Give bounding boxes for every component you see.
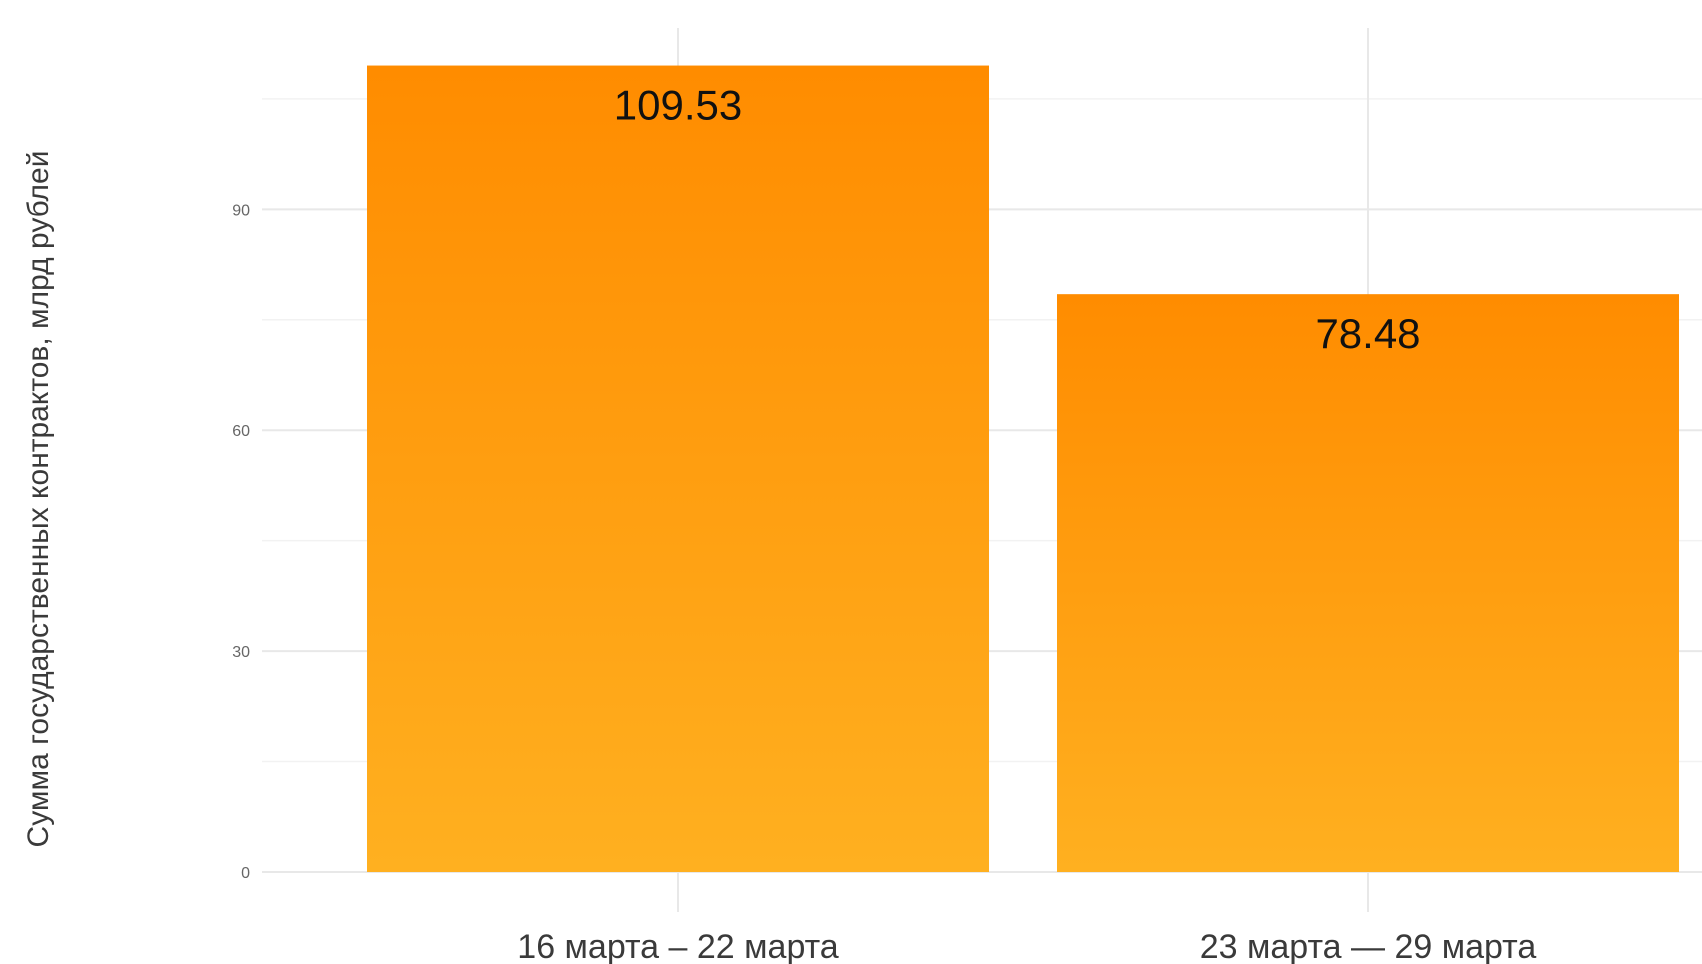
bar-value-label: 78.48 <box>1315 310 1420 357</box>
y-axis-ticks: 0 30 60 90 <box>232 202 250 882</box>
x-tick-label: 23 марта — 29 марта <box>1200 928 1537 964</box>
x-tick-label: 16 марта – 22 марта <box>517 928 839 964</box>
bar-value-label: 109.53 <box>614 82 742 129</box>
y-tick-label: 0 <box>241 865 250 882</box>
bar <box>1057 294 1679 873</box>
data-labels: 109.53 78.48 <box>614 82 1421 358</box>
y-tick-label: 30 <box>232 644 250 661</box>
y-tick-label: 90 <box>232 202 250 219</box>
y-axis-label: Сумма государственных контрактов, млрд р… <box>22 151 55 848</box>
y-tick-label: 60 <box>232 423 250 440</box>
bar <box>367 65 989 873</box>
bars <box>367 65 1679 873</box>
x-axis-ticks: 16 марта – 22 марта 23 марта — 29 марта <box>517 928 1536 964</box>
